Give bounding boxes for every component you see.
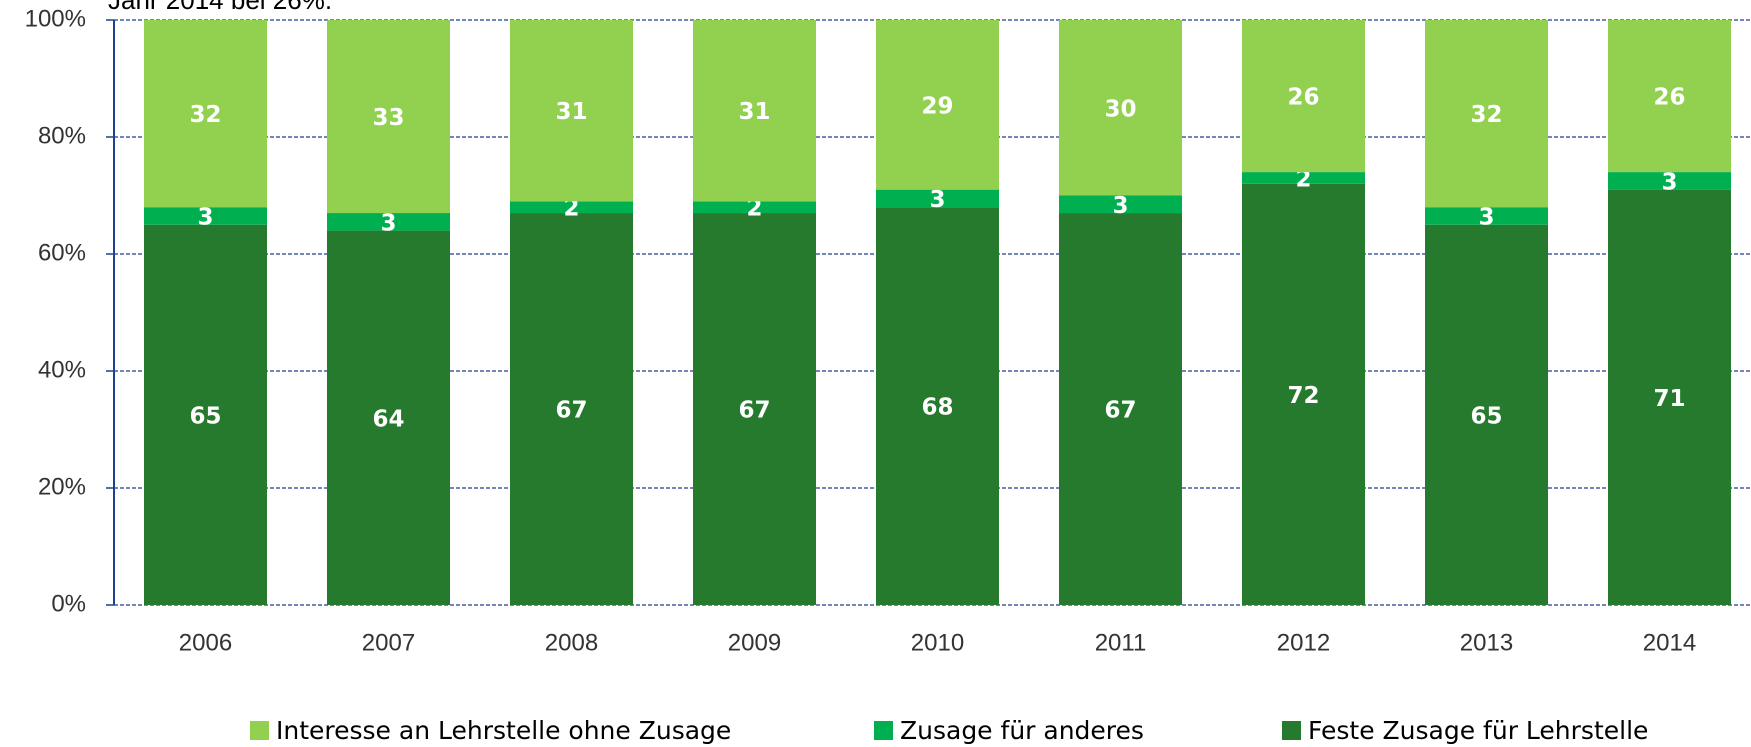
bar-segment [1608,20,1731,173]
data-label: 30 [1104,96,1136,122]
data-label: 3 [1112,193,1128,219]
y-tick-label: 80% [38,122,86,149]
bar-segment [1425,207,1548,225]
data-label: 29 [921,93,953,119]
bar-segment [510,20,633,202]
data-label: 2 [746,196,762,222]
bar-segment [1059,20,1182,196]
bar-segment [1608,189,1731,605]
bar-segment [1425,224,1548,605]
data-label: 3 [1661,169,1677,195]
data-label: 3 [929,187,945,213]
data-label: 3 [197,204,213,230]
bar-segment [1242,20,1365,173]
x-tick-label: 2013 [1460,629,1513,656]
data-label: 64 [372,406,404,432]
bar-segment [510,213,633,606]
x-tick-label: 2010 [911,629,964,656]
data-label: 2 [1295,166,1311,192]
y-tick-label: 0% [51,590,86,617]
data-label: 26 [1653,85,1685,111]
bar-segment [510,201,633,214]
bar-segment [1425,20,1548,208]
data-label: 31 [555,99,587,125]
x-tick-label: 2006 [179,629,232,656]
bar-segment [327,20,450,214]
y-tick-label: 100% [25,5,86,32]
data-label: 68 [921,395,953,421]
bar-segment [693,201,816,214]
legend-swatch [874,721,893,740]
y-tick-label: 60% [38,239,86,266]
bar-segment [1059,213,1182,606]
bar-segment [144,207,267,225]
data-label: 2 [563,196,579,222]
data-label: 32 [1470,102,1502,128]
bar-segment [144,20,267,208]
bar-segment [876,207,999,605]
chart-subtitle: Jahr 2014 bei 26%. [108,0,332,15]
data-label: 3 [1478,204,1494,230]
legend-label: Interesse an Lehrstelle ohne Zusage [276,716,731,745]
bar-segment [144,224,267,605]
legend-swatch [1282,721,1301,740]
x-tick-label: 2011 [1095,629,1147,656]
bar-segment [693,20,816,202]
data-label: 33 [372,105,404,131]
bar-segment [876,20,999,190]
legend-label: Zusage für anderes [900,716,1144,745]
x-tick-label: 2009 [728,629,781,656]
data-label: 67 [1104,398,1136,424]
x-tick-label: 2008 [545,629,598,656]
bar-segment [1242,183,1365,606]
data-label: 67 [555,398,587,424]
data-label: 31 [738,99,770,125]
x-tick-label: 2014 [1643,629,1696,656]
data-label: 71 [1653,386,1685,412]
data-label: 26 [1287,85,1319,111]
data-label: 65 [1470,403,1502,429]
x-tick-label: 2007 [362,629,415,656]
bar-segment [693,213,816,606]
bar-segment [327,213,450,231]
bar-segment [1242,172,1365,184]
bar-segment [876,189,999,208]
y-tick-label: 40% [38,356,86,383]
data-label: 72 [1287,383,1319,409]
bar-segment [1608,172,1731,190]
data-label: 32 [189,102,221,128]
x-tick-label: 2012 [1277,629,1330,656]
data-label: 3 [380,210,396,236]
bar-segment [327,230,450,605]
data-label: 65 [189,403,221,429]
legend-swatch [250,721,269,740]
data-label: 67 [738,398,770,424]
y-tick-label: 20% [38,473,86,500]
bar-segment [1059,195,1182,214]
legend-label: Feste Zusage für Lehrstelle [1308,716,1648,745]
